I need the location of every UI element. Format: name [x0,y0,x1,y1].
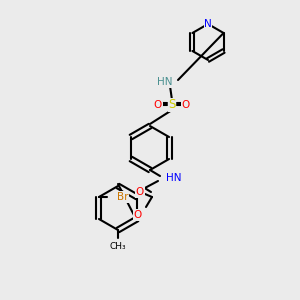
Text: S: S [168,98,176,112]
Text: O: O [136,187,144,197]
Text: HN: HN [157,77,172,87]
Text: O: O [134,210,142,220]
Text: Br: Br [117,192,128,202]
Text: O: O [182,100,190,110]
Text: O: O [154,100,162,110]
Text: CH₃: CH₃ [110,242,126,251]
Text: HN: HN [166,173,182,183]
Text: N: N [204,19,212,29]
